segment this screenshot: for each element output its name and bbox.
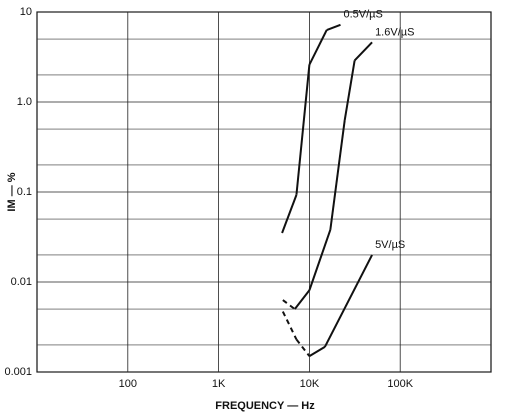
curve-segment (293, 289, 311, 310)
x-tick-label: 1K (212, 378, 226, 390)
curve-segment (329, 119, 346, 230)
curve-segment (353, 41, 373, 62)
series-label: 5V/µS (375, 239, 405, 251)
y-tick-label: 0.1 (17, 186, 32, 198)
y-axis-title: IM — % (6, 172, 18, 211)
y-tick-label: 1.0 (17, 96, 32, 108)
x-tick-label: 100K (387, 378, 413, 390)
y-tick-label: 10 (20, 6, 32, 18)
x-axis-title: FREQUENCY — Hz (215, 400, 315, 412)
curve-segment (326, 23, 341, 31)
y-tick-label: 0.01 (11, 276, 32, 288)
series-label: 1.6V/µS (375, 26, 414, 38)
curve-segment (282, 299, 296, 310)
x-tick-label: 100 (119, 378, 137, 390)
curve-segment (343, 60, 356, 121)
curve-segment (281, 311, 298, 340)
curve-segment (281, 194, 298, 234)
curve-segment (308, 346, 326, 358)
curve-segment (308, 229, 332, 291)
x-tick-label: 10K (300, 378, 320, 390)
curve-segment (323, 254, 373, 348)
y-tick-label: 0.001 (4, 366, 32, 378)
series-label: 0.5V/µS (343, 9, 382, 21)
curve-segment (295, 338, 311, 357)
curve-segment (295, 64, 311, 195)
curve-segment (308, 29, 328, 66)
